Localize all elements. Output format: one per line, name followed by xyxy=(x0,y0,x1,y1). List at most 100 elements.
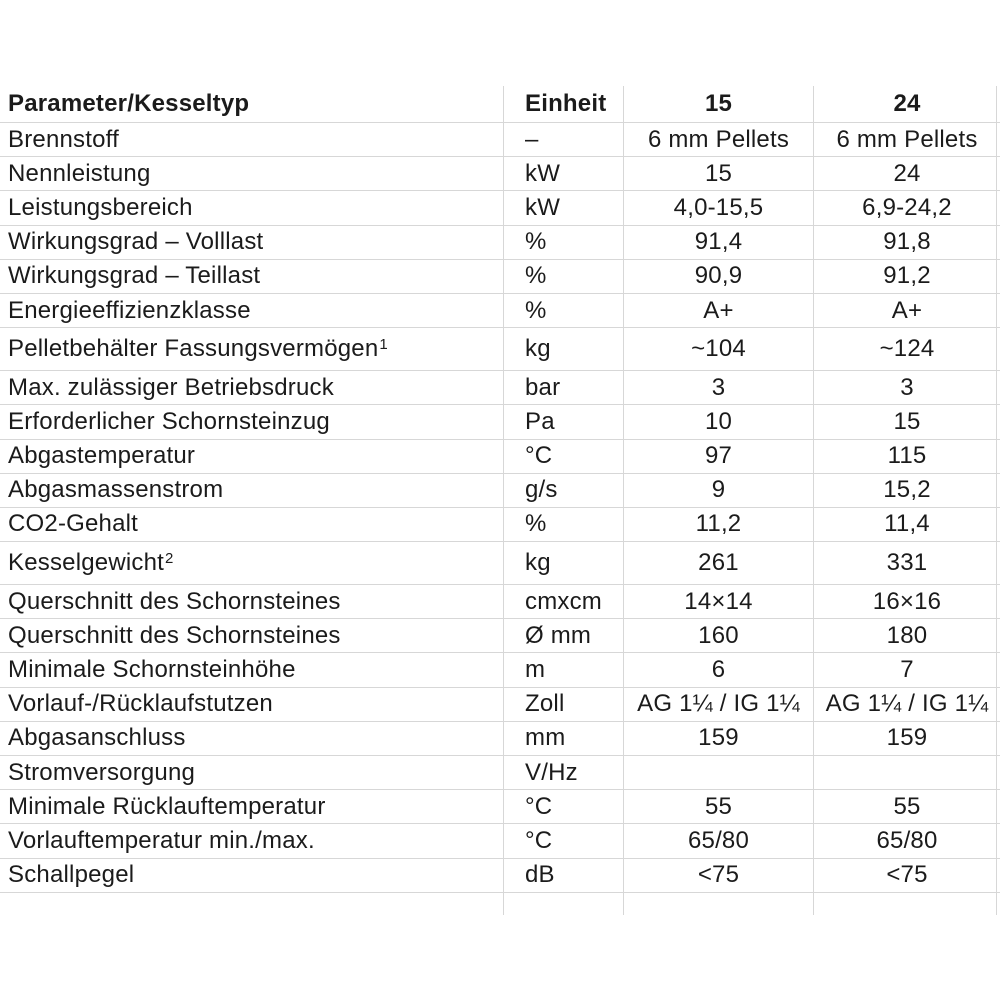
spec-table: Parameter/Kesseltyp Einheit 15 24 Brenns… xyxy=(0,86,1000,915)
value-15-cell: 6 xyxy=(623,653,813,687)
value-15-cell: 55 xyxy=(623,790,813,824)
table-right-border xyxy=(996,86,997,915)
value-24: <75 xyxy=(886,861,928,889)
param-cell: Max. zulässiger Betriebsdruck xyxy=(0,371,503,404)
value-24-cell: 15 xyxy=(813,405,1000,439)
value-15-cell: 160 xyxy=(623,619,813,653)
value-24-cell: 91,8 xyxy=(813,225,1000,259)
value-15: 9 xyxy=(711,476,726,504)
param-label: Minimale Rücklauftemperatur xyxy=(8,792,326,820)
unit-label: cmxcm xyxy=(525,587,602,615)
unit-cell: °C xyxy=(503,790,623,824)
value-24: 24 xyxy=(893,159,921,187)
unit-label: dB xyxy=(525,861,555,889)
table-row: Erforderlicher Schornsteinzug Pa 10 15 xyxy=(0,405,1000,440)
value-15: AG 1¼ / IG 1¼ xyxy=(637,690,800,718)
param-cell: Vorlauftemperatur min./max. xyxy=(0,824,503,857)
value-15-cell: 10 xyxy=(623,405,813,439)
param-label: Querschnitt des Schornsteines xyxy=(8,621,341,649)
value-24-cell: 7 xyxy=(813,653,1000,687)
value-24: ~124 xyxy=(879,335,935,363)
value-15-cell: 91,4 xyxy=(623,225,813,259)
table-body: Brennstoff – 6 mm Pellets 6 mm Pellets N… xyxy=(0,123,1000,893)
param-cell: Querschnitt des Schornsteines xyxy=(0,585,503,618)
unit-cell: dB xyxy=(503,858,623,892)
value-24-cell: <75 xyxy=(813,858,1000,892)
value-15-cell: 15 xyxy=(623,157,813,191)
value-24-cell: 159 xyxy=(813,721,1000,755)
value-24: 331 xyxy=(886,549,928,577)
value-24-cell: 180 xyxy=(813,619,1000,653)
value-15-cell xyxy=(623,756,813,790)
unit-label: % xyxy=(525,296,547,324)
value-15-cell: A+ xyxy=(623,293,813,328)
value-24: 11,4 xyxy=(884,510,930,538)
value-15: 15 xyxy=(704,159,733,187)
unit-cell: % xyxy=(503,259,623,293)
value-24-cell: 6,9-24,2 xyxy=(813,191,1000,225)
unit-label: Ø mm xyxy=(525,621,592,649)
param-cell: Abgastemperatur xyxy=(0,440,503,473)
value-24-cell: A+ xyxy=(813,293,1000,328)
param-label: Schallpegel xyxy=(8,861,135,889)
value-24: 6,9-24,2 xyxy=(862,193,952,221)
param-cell: CO2-Gehalt xyxy=(0,508,503,541)
table-row: Abgasanschluss mm 159 159 xyxy=(0,721,1000,756)
param-label: Vorlauftemperatur min./max. xyxy=(8,826,315,854)
value-15: 6 mm Pellets xyxy=(647,125,790,153)
param-cell: Abgasanschluss xyxy=(0,722,503,755)
param-label: Energieeffizienzklasse xyxy=(8,296,251,324)
param-label: Querschnitt des Schornsteines xyxy=(8,587,341,615)
empty-cell xyxy=(503,892,623,915)
table-row: Querschnitt des Schornsteines cmxcm 14×1… xyxy=(0,585,1000,620)
param-cell: Leistungsbereich xyxy=(0,191,503,224)
value-15: 6 xyxy=(711,656,726,684)
value-15-cell: 3 xyxy=(623,371,813,405)
value-24: 6 mm Pellets xyxy=(836,125,978,153)
unit-cell: % xyxy=(503,225,623,259)
column-header-model-24: 24 xyxy=(813,86,1000,122)
value-24-cell: 16×16 xyxy=(813,585,1000,619)
value-15-cell: 11,2 xyxy=(623,507,813,542)
table-row: Vorlauf-/Rücklaufstutzen Zoll AG 1¼ / IG… xyxy=(0,687,1000,722)
column-header-einheit: Einheit xyxy=(503,86,623,122)
value-15-cell: 90,9 xyxy=(623,259,813,293)
value-15: 97 xyxy=(704,442,733,470)
empty-cell xyxy=(623,892,813,915)
param-cell: Brennstoff xyxy=(0,123,503,156)
unit-label: °C xyxy=(525,826,553,854)
unit-label: m xyxy=(525,656,546,684)
table-row: Abgastemperatur °C 97 115 xyxy=(0,439,1000,474)
value-15: A+ xyxy=(703,296,734,324)
unit-label: kg xyxy=(525,335,551,363)
param-label: Kesselgewicht xyxy=(8,549,165,577)
value-24: 55 xyxy=(893,792,921,820)
value-24: 91,2 xyxy=(883,262,931,290)
value-15: 91,4 xyxy=(694,228,743,256)
param-label: Pelletbehälter Fassungsvermögen xyxy=(8,335,379,363)
value-24-cell: 3 xyxy=(813,371,1000,405)
value-24-cell: 15,2 xyxy=(813,473,1000,507)
param-label: Max. zulässiger Betriebsdruck xyxy=(8,373,334,401)
param-cell: Vorlauf-/Rücklaufstutzen xyxy=(0,688,503,721)
param-label: Abgasanschluss xyxy=(8,724,186,752)
value-24: AG 1¼ / IG 1¼ xyxy=(825,690,989,718)
unit-cell: kW xyxy=(503,157,623,191)
value-24-cell: 91,2 xyxy=(813,259,1000,293)
param-label: Stromversorgung xyxy=(8,758,196,786)
unit-label: V/Hz xyxy=(525,758,578,786)
value-15: 261 xyxy=(698,549,739,577)
value-24-cell xyxy=(813,756,1000,790)
value-15: 55 xyxy=(704,792,733,820)
value-15-cell: <75 xyxy=(623,858,813,892)
table-row: Kesselgewicht 2 kg 261 331 xyxy=(0,542,1000,586)
unit-label: °C xyxy=(525,792,553,820)
unit-cell: bar xyxy=(503,371,623,405)
value-24-cell: AG 1¼ / IG 1¼ xyxy=(813,687,1000,721)
value-24-cell: 331 xyxy=(813,542,1000,585)
empty-cell xyxy=(0,893,503,915)
value-15-cell: ~104 xyxy=(623,328,813,371)
value-24-cell: ~124 xyxy=(813,328,1000,371)
unit-label: °C xyxy=(525,442,553,470)
